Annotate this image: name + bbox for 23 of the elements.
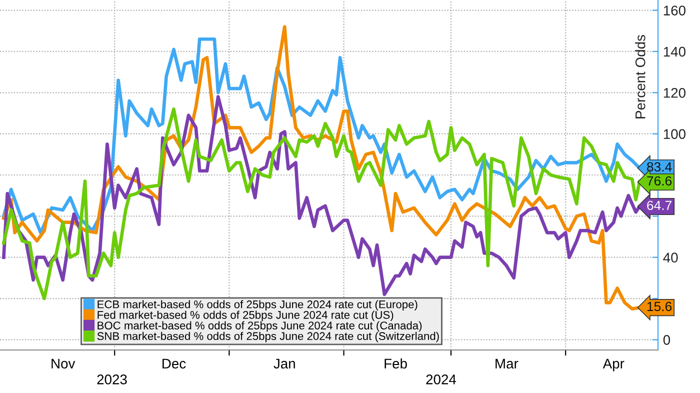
y-tick-label: 160 (664, 6, 686, 16)
y-axis-title: Percent Odds (635, 35, 646, 118)
legend-label: SNB market-based % odds of 25bps June 2024 rate cut (Switzerland) (97, 332, 439, 342)
y-tick-label: 40 (663, 252, 678, 263)
x-tick-label: Apr (602, 358, 624, 372)
text: 2023 (97, 374, 127, 384)
legend-label: ECB market-based % odds of 25bps June 2024 rate cut (Europe) (98, 300, 418, 310)
text: 2024 (426, 374, 456, 384)
x-tick-label: Dec (162, 358, 186, 369)
data-label: 76.6 (647, 176, 672, 186)
data-label: 83.4 (647, 162, 672, 172)
data-label: 15.6 (647, 302, 672, 312)
data-label: 64.7 (647, 200, 672, 210)
x-tick-label: Nov (52, 358, 76, 369)
legend-label: Fed market-based % odds of 25bps June 2024 rate cut (US) (98, 310, 394, 322)
y-tick-label: 140 (664, 46, 686, 57)
legend-label: BOC market-based % odds of 25bps June 2024 rate cut (Canada) (98, 321, 422, 332)
x-tick-label: Jan (274, 358, 295, 369)
y-tick-label: 120 (664, 88, 686, 98)
x-tick-label: Mar (496, 358, 518, 369)
y-tick-label: 100 (664, 129, 686, 139)
y-tick-label: 0 (663, 335, 670, 345)
x-tick-label: Feb (384, 358, 407, 369)
